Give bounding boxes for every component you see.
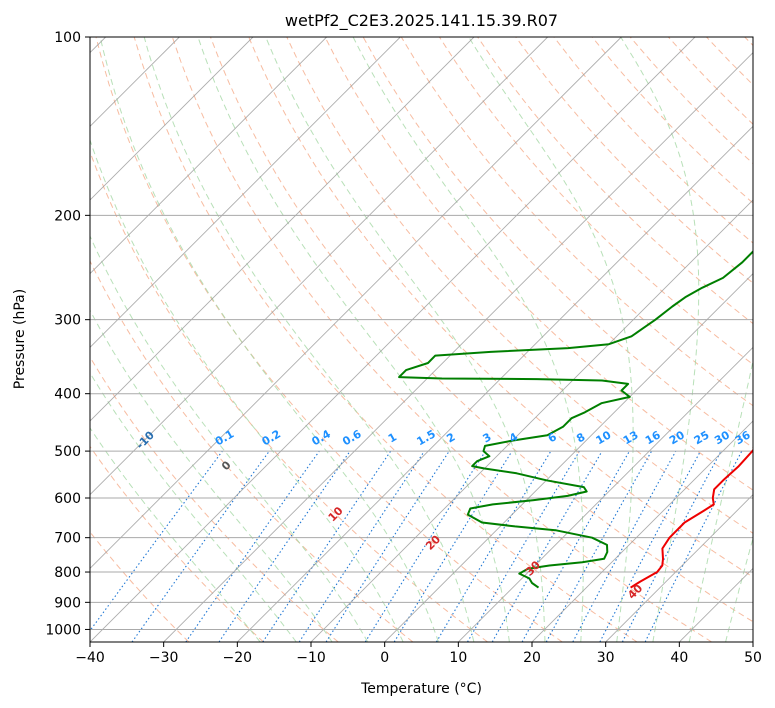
isotherm-line — [310, 199, 753, 642]
mixing-ratio-line — [545, 450, 653, 642]
dry-adiabat — [210, 37, 753, 623]
x-tick-label: −40 — [75, 650, 105, 666]
isotherm-line — [90, 37, 548, 496]
dry-adiabat — [286, 37, 753, 534]
mixing-ratio-line — [262, 450, 392, 642]
dry-adiabat — [324, 37, 753, 491]
dry-adiabat — [133, 37, 638, 642]
x-tick-label: 0 — [380, 650, 389, 666]
axes: −40 −30 −20 −10 0 10 20 30 40 50 100 200 300 400 500 60… — [45, 30, 762, 666]
mixing-ratio-line — [218, 450, 351, 642]
mixing-ratio-line — [131, 450, 270, 642]
x-tick-label: −20 — [223, 650, 253, 666]
isotherm-line — [237, 125, 753, 642]
y-tick-label: 100 — [54, 30, 81, 46]
moist-adiabat — [90, 371, 297, 642]
dry-adiabat — [248, 37, 753, 578]
isotherm-line — [531, 420, 753, 642]
y-tick-label: 300 — [54, 313, 81, 329]
x-tick-label: 10 — [449, 650, 467, 666]
isotherm-line — [384, 273, 753, 642]
moist-adiabat — [90, 138, 404, 642]
x-tick-label: 50 — [744, 650, 762, 666]
mixing-ratio-line — [325, 450, 450, 642]
mixing-ratio-line — [185, 450, 320, 642]
y-tick-label: 500 — [54, 444, 81, 460]
dry-adiabat — [90, 445, 264, 642]
temperature-profile-line — [630, 448, 753, 589]
mixing-ratio-line — [298, 450, 425, 642]
isotherm-line — [163, 52, 753, 642]
x-tick-label: 30 — [597, 650, 615, 666]
y-tick-label: 700 — [54, 531, 81, 547]
mixing-ratio-line — [393, 450, 513, 642]
moist-adiabat — [620, 37, 700, 642]
moist-adiabat — [688, 358, 753, 642]
moist-adiabat — [99, 37, 439, 642]
dry-adiabat — [90, 356, 339, 642]
chart-title: wetPf2_C2E3.2025.141.15.39.R07 — [285, 11, 558, 31]
moist-adiabat — [90, 234, 369, 642]
plot-area: -100-90-80-70-60-50-40-30-20-10010203040… — [90, 37, 753, 642]
dry-adiabat — [95, 37, 563, 642]
isotherm-line — [90, 37, 254, 201]
moist-adiabat — [143, 37, 475, 642]
dry-adiabat — [90, 259, 414, 642]
x-tick-label: −30 — [149, 650, 179, 666]
y-axis-label: Pressure (hPa) — [12, 289, 28, 389]
isotherm-line — [90, 37, 622, 569]
plot-frame — [89, 36, 754, 643]
isotherm-line — [458, 346, 753, 642]
dewpoint-profile-line — [398, 250, 753, 589]
x-tick-label: −10 — [296, 650, 326, 666]
y-tick-label: 900 — [54, 595, 81, 611]
mixing-ratio-line — [90, 450, 223, 632]
moist-adiabat — [90, 309, 333, 642]
y-tick-label: 1000 — [45, 622, 81, 638]
moist-adiabat — [265, 37, 546, 642]
isotherm-line — [90, 37, 327, 275]
isotherm-line — [90, 37, 696, 642]
y-tick-label: 800 — [54, 565, 81, 581]
isotherm-line — [90, 37, 475, 422]
y-tick-label: 600 — [54, 491, 81, 507]
x-axis-label: Temperature (°C) — [360, 681, 482, 697]
x-tick-label: 40 — [670, 650, 688, 666]
y-tick-label: 400 — [54, 387, 81, 403]
dry-adiabat — [171, 37, 712, 642]
mixing-ratio-line — [572, 450, 677, 642]
isotherm-line — [90, 37, 401, 348]
moist-adiabat — [90, 427, 261, 642]
y-tick-label: 200 — [54, 208, 81, 224]
moist-adiabat — [725, 536, 753, 642]
mixing-ratio-line — [644, 450, 743, 642]
isotherm-line — [605, 494, 753, 642]
x-tick-label: 20 — [523, 650, 541, 666]
dry-adiabat — [515, 37, 753, 284]
moist-adiabat — [197, 37, 510, 642]
